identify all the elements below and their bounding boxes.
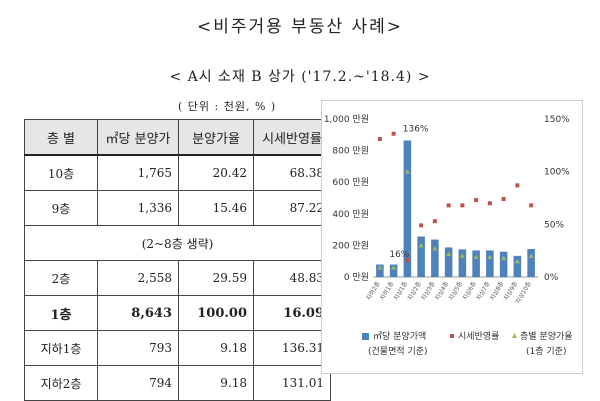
table-row: (2~8층 생략) — [24, 225, 331, 261]
cell-floor: 지하1층 — [24, 330, 98, 366]
ratio-marker — [446, 251, 452, 256]
cell-ratio: 20.42 — [178, 154, 254, 191]
cell-reflect: 48.83 — [253, 260, 331, 296]
legend-label: 시세반영률 — [458, 331, 499, 342]
header-ratio: 분양가율 — [178, 119, 254, 156]
reflect-marker — [515, 183, 520, 188]
y-left-tick: 800 만원 — [332, 146, 369, 157]
legend-swatch-ratio — [512, 333, 517, 338]
cell-ratio: 9.18 — [178, 365, 254, 401]
y-left-tick: 1,000 만원 — [324, 114, 369, 125]
chart-panel: 0 만원 200 만원 400 만원 600 만원 800 만원 1,000 만원 0% 50… — [321, 100, 583, 374]
table-row: 지하1층 793 9.18 136.31 — [24, 330, 331, 366]
reflect-marker — [405, 258, 410, 263]
reflect-marker — [391, 131, 396, 136]
bar — [444, 247, 453, 277]
table-row: 2층 2,558 29.59 48.83 — [24, 260, 331, 296]
bar — [389, 264, 398, 277]
bar — [527, 249, 535, 277]
cell-price: 8,643 — [97, 295, 179, 331]
cell-price: 794 — [97, 365, 179, 401]
cell-reflect: 16.09 — [253, 295, 331, 331]
bar — [458, 249, 467, 277]
y-left-tick: 600 만원 — [332, 177, 369, 188]
cell-reflect: 136.31 — [253, 330, 331, 366]
header-floor: 층 별 — [24, 119, 98, 156]
table-row-highlight: 1층 8,643 100.00 16.09 — [24, 295, 331, 331]
ratio-marker — [377, 265, 383, 270]
cell-ratio: 9.18 — [178, 330, 254, 366]
y-left-tick: 400 만원 — [332, 209, 369, 220]
annotation-label: 16% — [389, 250, 409, 260]
legend-swatch-reflect — [450, 334, 454, 338]
ratio-marker — [473, 254, 479, 259]
ratio-marker — [459, 253, 465, 258]
reflect-marker — [432, 219, 437, 224]
cell-floor: 1층 — [24, 295, 98, 331]
ratio-marker — [514, 258, 520, 264]
y-right-tick: 100% — [544, 168, 570, 178]
cell-ratio: 100.00 — [178, 295, 254, 331]
ratio-marker — [528, 253, 534, 258]
data-table: 층 별 ㎡당 분양가 분양가율 시세반영률 10층 1,765 20.42 68… — [24, 119, 331, 401]
cell-floor: 2층 — [24, 260, 98, 296]
table-row: 10층 1,765 20.42 68.38 — [24, 154, 331, 191]
reflect-marker — [529, 203, 534, 208]
reflect-marker — [377, 137, 382, 142]
table-row: 9층 1,336 15.46 87.22 — [24, 190, 331, 226]
ratio-marker — [404, 169, 410, 174]
cell-floor: 지하2층 — [24, 365, 98, 401]
legend-label: (1층 기준) — [526, 346, 566, 357]
cell-ratio: 29.59 — [178, 260, 254, 296]
header-price: ㎡당 분양가 — [97, 119, 179, 156]
header-reflect: 시세반영률 — [253, 119, 331, 156]
cell-omitted: (2~8층 생략) — [24, 225, 331, 261]
ratio-marker — [432, 246, 438, 251]
annotation-label: 136% — [403, 125, 429, 135]
bar — [472, 250, 480, 277]
legend-label: 층별 분양가율 — [520, 331, 573, 342]
cell-price: 1,336 — [97, 190, 179, 226]
y-right-tick: 150% — [544, 115, 570, 125]
bar — [431, 239, 439, 277]
table-header-row: 층 별 ㎡당 분양가 분양가율 시세반영률 — [24, 119, 331, 156]
combo-chart: 0 만원 200 만원 400 만원 600 만원 800 만원 1,000 만원 0% 50… — [324, 114, 573, 357]
reflect-marker — [474, 198, 479, 203]
page-subtitle: < A시 소재 B 상가 ('17.2.~'18.4) > — [169, 69, 431, 85]
cell-ratio: 15.46 — [178, 190, 254, 226]
cell-reflect: 87.22 — [253, 190, 331, 226]
bar — [376, 264, 384, 277]
bar — [417, 236, 425, 277]
cell-floor: 9층 — [24, 190, 98, 226]
bar — [499, 251, 508, 277]
reflect-marker — [487, 201, 492, 206]
ratio-marker — [391, 265, 397, 270]
bar — [403, 140, 412, 277]
reflect-marker — [501, 197, 506, 202]
bar — [486, 250, 494, 277]
reflect-marker — [446, 203, 451, 208]
cell-price: 2,558 — [97, 260, 179, 296]
legend-swatch-bar — [362, 333, 369, 340]
legend-label: (건물면적 기준) — [368, 345, 428, 357]
table-row: 지하2층 794 9.18 131.01 — [24, 365, 331, 401]
bar — [513, 255, 522, 277]
cell-reflect: 68.38 — [253, 154, 331, 191]
y-right-tick: 50% — [544, 220, 564, 230]
cell-reflect: 131.01 — [253, 365, 331, 401]
cell-price: 793 — [97, 330, 179, 366]
cell-floor: 10층 — [24, 154, 98, 191]
y-left-tick: 200 만원 — [332, 240, 369, 251]
reflect-marker — [419, 223, 424, 228]
y-right-tick: 0% — [544, 273, 559, 283]
reflect-marker — [460, 203, 465, 208]
page-title: <비주거용 부동산 사례> — [196, 17, 404, 37]
cell-price: 1,765 — [97, 154, 179, 191]
unit-note: ( 단위 : 천원, % ) — [178, 100, 277, 113]
legend-label: ㎡당 분양가액 — [373, 330, 426, 342]
ratio-marker — [487, 254, 493, 259]
ratio-marker — [418, 242, 424, 248]
ratio-marker — [501, 255, 507, 261]
y-left-tick: 0 만원 — [344, 272, 369, 283]
